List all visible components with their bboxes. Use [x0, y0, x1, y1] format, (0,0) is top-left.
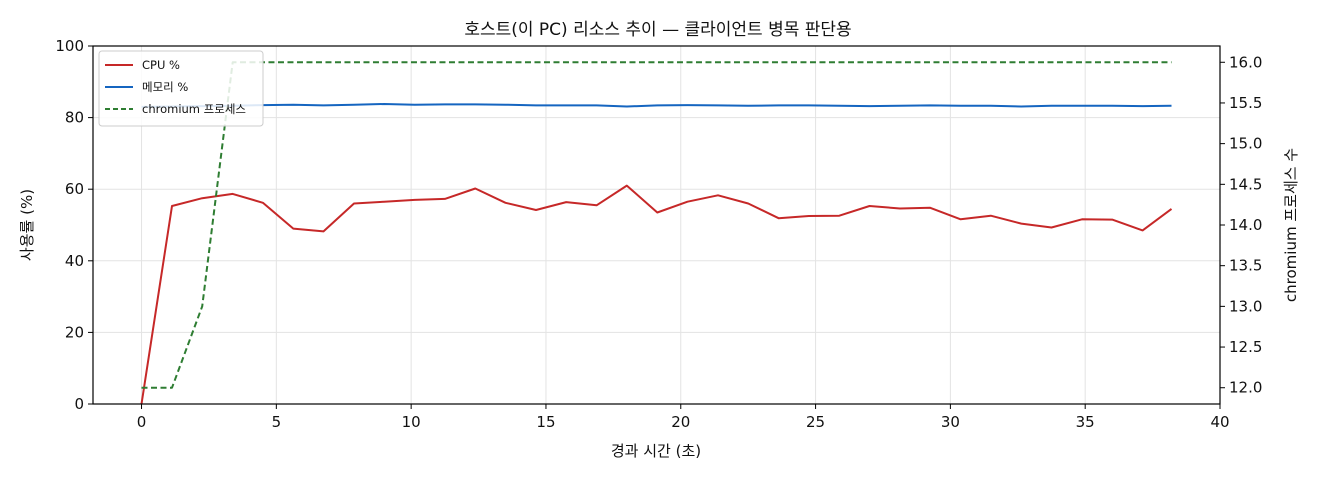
x-tick-label: 40 — [1210, 413, 1229, 431]
y2-tick-label: 13.0 — [1229, 297, 1262, 315]
y2-tick-label: 12.0 — [1229, 379, 1262, 397]
y2-tick-label: 15.5 — [1229, 94, 1262, 112]
x-axis-label: 경과 시간 (초) — [611, 442, 701, 460]
chart-title: 호스트(이 PC) 리소스 추이 — 클라이언트 병목 판단용 — [464, 20, 851, 40]
y-tick-label: 60 — [65, 180, 84, 198]
x-tick-label: 10 — [402, 413, 421, 431]
x-tick-label: 0 — [137, 413, 147, 431]
y-tick-label: 20 — [65, 323, 84, 341]
x-axis: 0 5 10 15 20 25 30 35 40 — [137, 404, 1230, 431]
x-tick-label: 25 — [806, 413, 825, 431]
y2-tick-label: 14.0 — [1229, 216, 1262, 234]
legend-label-1: 메모리 % — [142, 80, 188, 94]
x-tick-label: 30 — [941, 413, 960, 431]
x-tick-label: 20 — [671, 413, 690, 431]
y-tick-label: 40 — [65, 252, 84, 270]
y-tick-label: 80 — [65, 109, 84, 127]
y2-tick-label: 13.5 — [1229, 257, 1262, 275]
legend-box — [98, 50, 264, 127]
series-line-2 — [141, 61, 1172, 389]
x-tick-label: 5 — [272, 413, 282, 431]
y2-tick-label: 12.5 — [1229, 338, 1262, 356]
y-tick-label: 100 — [55, 37, 84, 55]
y2-tick-label: 14.5 — [1229, 175, 1262, 193]
y2-tick-label: 15.0 — [1229, 135, 1262, 153]
x-tick-label: 15 — [536, 413, 555, 431]
y-axis-right-label: chromium 프로세스 수 — [1282, 148, 1300, 302]
series-layer — [140, 61, 1173, 405]
y-axis-left-label: 사용률 (%) — [18, 189, 36, 261]
y2-tick-label: 16.0 — [1229, 53, 1262, 71]
y-tick-label: 0 — [74, 395, 84, 413]
x-tick-label: 35 — [1076, 413, 1095, 431]
legend-label-0: CPU % — [142, 58, 180, 72]
series-line-1 — [141, 103, 1172, 108]
legend-label-2: chromium 프로세스 — [142, 102, 246, 116]
legend: CPU % 메모리 % chromium 프로세스 — [98, 50, 264, 127]
series-line-0 — [140, 184, 1173, 405]
y-axis-left: 0 20 40 60 80 100 — [55, 37, 93, 413]
y-axis-right: 12.0 12.5 13.0 13.5 14.0 14.5 15.0 15.5 16.0 — [1220, 53, 1262, 397]
